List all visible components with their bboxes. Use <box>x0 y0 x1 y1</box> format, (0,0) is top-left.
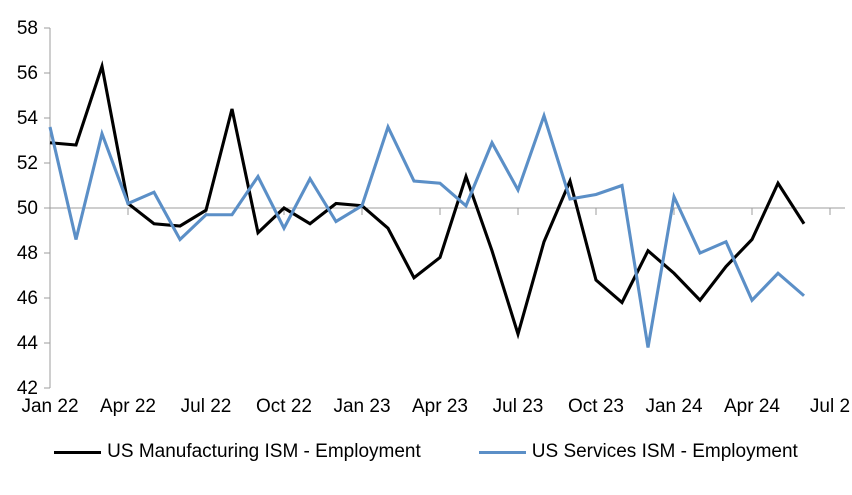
x-axis-tick-label: Jan 22 <box>21 396 78 417</box>
x-axis-labels: Jan 22 Apr 22 Jul 22 Oct 22 Jan 23 Apr 23 Jul … <box>21 396 850 417</box>
y-axis: 42 44 46 48 50 52 54 56 58 <box>17 18 51 399</box>
y-axis-tick-label: 54 <box>17 108 39 129</box>
legend-label-manufacturing: US Manufacturing ISM - Employment <box>107 441 421 462</box>
legend-swatch-services <box>478 450 526 454</box>
y-axis-tick-label: 48 <box>17 243 38 264</box>
legend-swatch-manufacturing <box>54 450 102 454</box>
x-axis-tick-label: Jan 23 <box>333 396 390 417</box>
y-axis-tick-label: 58 <box>17 18 38 39</box>
series-line-manufacturing <box>49 60 806 340</box>
data-series <box>48 60 806 348</box>
x-axis-tick-label: Jan 24 <box>645 396 702 417</box>
x-axis-tick-label: Apr 22 <box>100 396 156 417</box>
legend-entry-services: US Services ISM - Employment <box>478 441 798 463</box>
y-axis-tick-label: 42 <box>17 378 38 399</box>
y-axis-tick-label: 56 <box>17 63 38 84</box>
y-axis-tick-label: 44 <box>17 333 39 354</box>
chart-legend: US Manufacturing ISM - Employment US Ser… <box>0 441 852 463</box>
x-axis-tick-label: Oct 23 <box>568 396 624 417</box>
x-axis-tick-label: Jul 22 <box>181 396 232 417</box>
x-axis-tick-label: Jul 23 <box>493 396 544 417</box>
x-axis-tick-label: Apr 24 <box>724 396 780 417</box>
x-axis-tick-label: Jul 2 <box>810 396 850 417</box>
x-axis-tick-label: Apr 23 <box>412 396 468 417</box>
y-axis-tick-label: 50 <box>17 198 38 219</box>
y-axis-tick-label: 46 <box>17 288 38 309</box>
legend-entry-manufacturing: US Manufacturing ISM - Employment <box>54 441 421 463</box>
y-axis-tick-label: 52 <box>17 153 38 174</box>
series-line-services <box>48 110 806 348</box>
legend-label-services: US Services ISM - Employment <box>531 441 798 462</box>
x-axis-tick-label: Oct 22 <box>256 396 312 417</box>
